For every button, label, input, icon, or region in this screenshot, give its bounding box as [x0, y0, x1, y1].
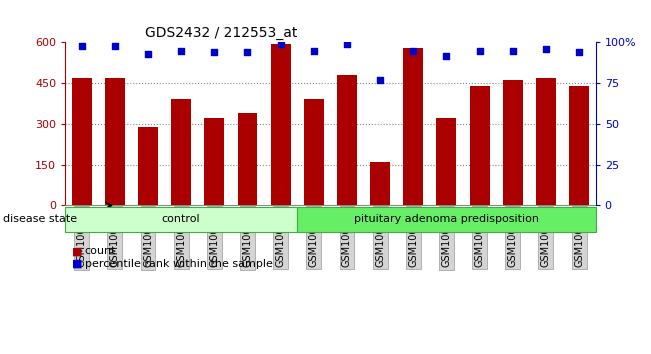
Bar [304, 99, 324, 205]
Bar [72, 78, 92, 205]
Point [242, 50, 253, 55]
Point [342, 41, 352, 47]
Text: control: control [162, 215, 201, 224]
Point [541, 46, 551, 52]
Point [508, 48, 518, 53]
Bar [138, 127, 158, 205]
Point [309, 48, 319, 53]
Point [176, 48, 186, 53]
Bar [337, 75, 357, 205]
Bar [105, 78, 125, 205]
Bar [171, 99, 191, 205]
Point [275, 41, 286, 47]
Text: percentile rank within the sample: percentile rank within the sample [85, 259, 273, 269]
Point [441, 53, 452, 58]
Bar [271, 44, 290, 205]
Text: ■: ■ [72, 246, 82, 256]
Point [143, 51, 153, 57]
Point [475, 48, 485, 53]
Point [375, 77, 385, 83]
Text: pituitary adenoma predisposition: pituitary adenoma predisposition [354, 215, 539, 224]
Bar [204, 119, 224, 205]
Point [109, 43, 120, 48]
Point [574, 50, 585, 55]
Bar [536, 78, 556, 205]
Point [209, 50, 219, 55]
Text: GDS2432 / 212553_at: GDS2432 / 212553_at [145, 26, 297, 40]
Text: disease state: disease state [3, 215, 77, 224]
Bar [238, 113, 257, 205]
Bar [503, 80, 523, 205]
Text: ■: ■ [72, 259, 82, 269]
Point [408, 48, 419, 53]
Point [76, 43, 87, 48]
Bar [436, 119, 456, 205]
Bar [370, 162, 390, 205]
Bar [404, 48, 423, 205]
Text: count: count [85, 246, 116, 256]
Bar [469, 86, 490, 205]
Bar [569, 86, 589, 205]
